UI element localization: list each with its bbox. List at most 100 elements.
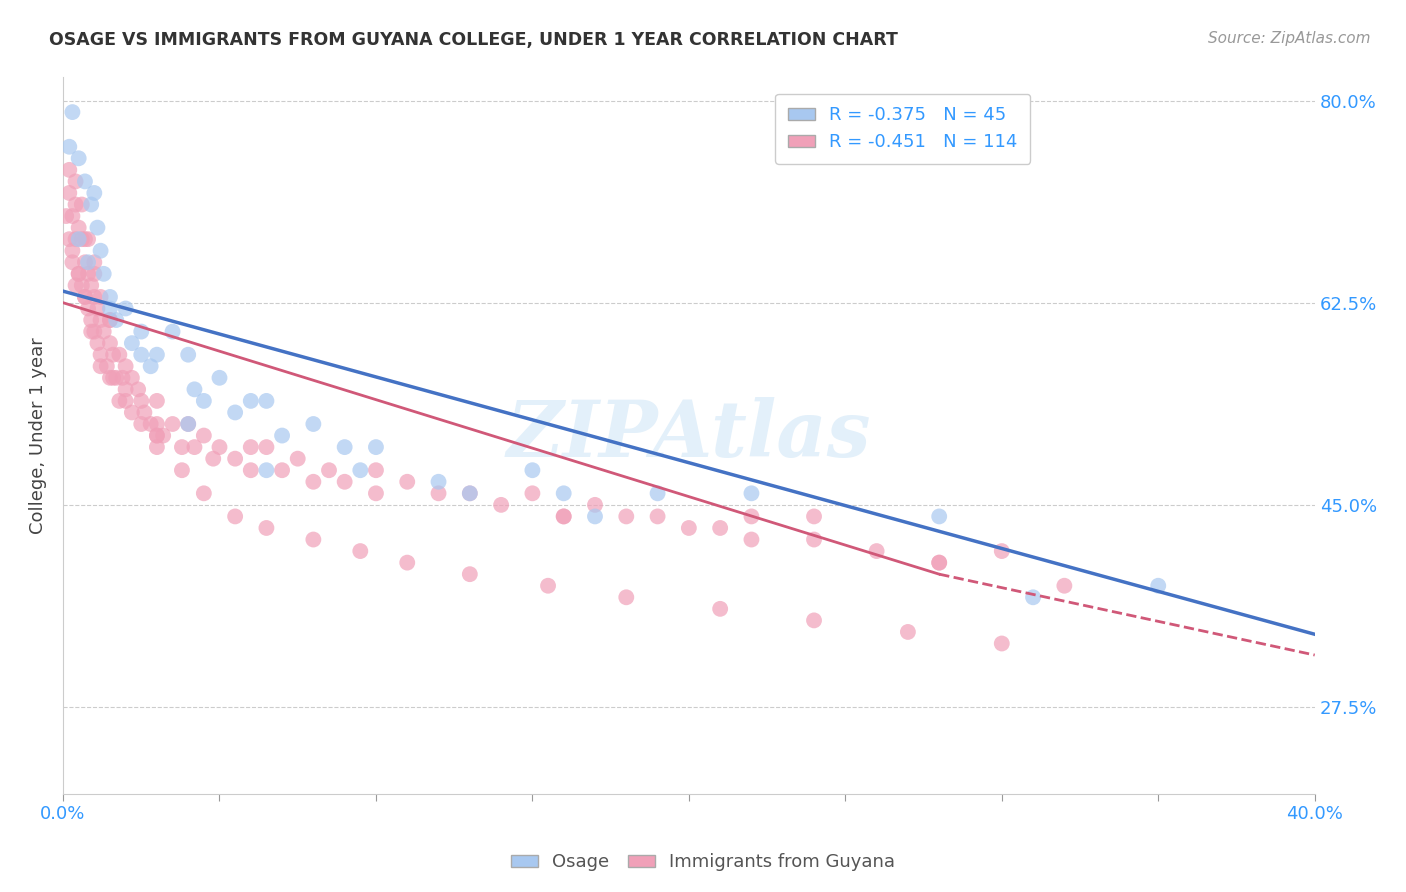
Point [302,533,325,547]
Point [396,556,419,570]
Point [111,371,134,385]
Point [1053,579,1076,593]
Point [70,197,93,211]
Point [105,313,128,327]
Point [80,197,103,211]
Point [364,440,387,454]
Point [318,463,340,477]
Point [224,451,246,466]
Point [333,475,356,489]
Point [162,325,184,339]
Point [62,105,84,120]
Point [65,278,87,293]
Point [67,220,90,235]
Point [239,440,262,454]
Point [83,267,105,281]
Point [80,325,103,339]
Point [170,440,193,454]
Point [177,417,200,431]
Point [65,197,87,211]
Point [114,393,136,408]
Point [239,393,262,408]
Point [553,509,575,524]
Point [991,544,1014,558]
Point [134,405,156,419]
Point [98,336,121,351]
Point [127,382,149,396]
Point [121,371,143,385]
Point [803,509,825,524]
Point [333,440,356,454]
Point [98,290,121,304]
Point [77,255,100,269]
Point [553,509,575,524]
Point [77,301,100,316]
Point [583,498,606,512]
Legend: Osage, Immigrants from Guyana: Osage, Immigrants from Guyana [503,847,903,879]
Point [928,556,950,570]
Point [287,451,309,466]
Point [146,393,169,408]
Point [146,428,169,442]
Text: OSAGE VS IMMIGRANTS FROM GUYANA COLLEGE, UNDER 1 YEAR CORRELATION CHART: OSAGE VS IMMIGRANTS FROM GUYANA COLLEGE,… [49,31,898,49]
Point [146,348,169,362]
Point [77,232,100,246]
Y-axis label: College, Under 1 year: College, Under 1 year [30,337,46,534]
Point [302,417,325,431]
Point [193,428,215,442]
Point [114,359,136,374]
Point [58,186,80,200]
Point [129,325,152,339]
Point [83,186,105,200]
Point [928,509,950,524]
Point [803,533,825,547]
Point [98,301,121,316]
Point [427,486,450,500]
Point [522,463,544,477]
Point [58,162,80,177]
Point [254,393,277,408]
Point [62,209,84,223]
Point [349,544,371,558]
Point [254,440,277,454]
Point [139,359,162,374]
Point [67,151,90,165]
Point [162,417,184,431]
Point [77,267,100,281]
Point [90,290,112,304]
Point [614,591,637,605]
Point [647,509,669,524]
Point [86,220,108,235]
Point [239,463,262,477]
Point [522,486,544,500]
Point [254,463,277,477]
Point [58,140,80,154]
Point [98,313,121,327]
Point [208,371,231,385]
Point [86,301,108,316]
Point [146,428,169,442]
Point [67,267,90,281]
Point [67,267,90,281]
Point [114,301,136,316]
Point [62,244,84,258]
Text: Source: ZipAtlas.com: Source: ZipAtlas.com [1208,31,1371,46]
Point [709,521,731,535]
Point [1022,591,1045,605]
Point [803,614,825,628]
Point [73,174,96,188]
Point [647,486,669,500]
Point [183,382,205,396]
Point [193,486,215,500]
Point [583,509,606,524]
Point [193,393,215,408]
Point [121,336,143,351]
Point [146,440,169,454]
Point [364,486,387,500]
Point [98,313,121,327]
Point [396,475,419,489]
Point [740,486,762,500]
Point [55,209,77,223]
Point [458,486,481,500]
Point [139,417,162,431]
